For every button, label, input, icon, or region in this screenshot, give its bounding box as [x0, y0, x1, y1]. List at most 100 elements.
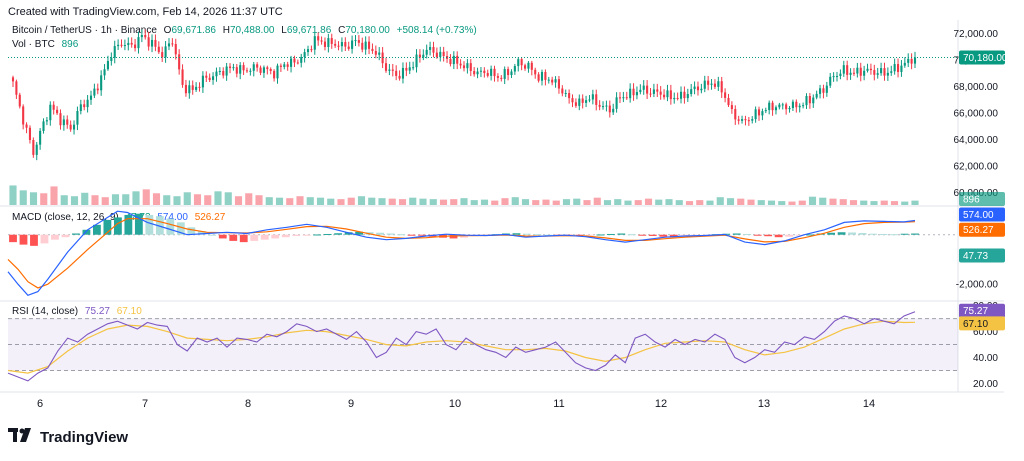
- candle-body: [72, 124, 76, 130]
- macd-histogram-bar: [596, 234, 605, 236]
- candle-body: [683, 91, 686, 99]
- candle-body: [401, 67, 405, 79]
- candle-body: [822, 88, 825, 93]
- rsi-current-tag: 75.27: [963, 306, 988, 317]
- rsi-axis-tick: 40.00: [973, 353, 998, 364]
- volume-bar: [737, 198, 745, 205]
- macd-histogram-bar: [523, 233, 531, 235]
- candle-body: [734, 109, 737, 120]
- time-axis-tick: 8: [245, 398, 251, 410]
- volume-bar: [624, 200, 632, 205]
- candle-body: [557, 79, 561, 89]
- macd-histogram-bar: [795, 234, 804, 236]
- candle-body: [632, 88, 635, 96]
- candle-body: [35, 144, 38, 155]
- candle-body: [100, 75, 103, 91]
- volume-bar: [726, 198, 735, 205]
- candle-body: [347, 46, 350, 49]
- candle-body: [466, 63, 469, 69]
- candle-body: [649, 93, 652, 95]
- macd-histogram-bar: [512, 233, 521, 235]
- candle-body: [707, 80, 710, 85]
- volume-bar: [398, 199, 407, 205]
- candle-body: [313, 36, 316, 50]
- candle-body: [825, 85, 828, 93]
- candle-body: [510, 71, 513, 75]
- candle-body: [886, 72, 889, 76]
- macd-signal-current-tag-bg: [959, 222, 1005, 237]
- candle-body: [571, 98, 574, 103]
- candle-body: [117, 44, 120, 47]
- candle-body: [422, 54, 425, 58]
- candle-body: [228, 66, 232, 68]
- rsi-axis-tick: 20.00: [973, 379, 998, 390]
- volume-bar: [911, 200, 919, 205]
- candle-body: [863, 70, 866, 76]
- volume-bar: [152, 193, 161, 205]
- candle-body: [439, 51, 442, 58]
- candle-body: [523, 65, 527, 69]
- candle-body: [56, 109, 59, 114]
- candle-body: [140, 35, 143, 38]
- volume-bar: [778, 201, 786, 205]
- candle-body: [181, 69, 184, 85]
- candle-body: [150, 39, 154, 47]
- macd-histogram-bar: [764, 234, 773, 237]
- volume-bar: [245, 193, 253, 205]
- macd-histogram-bar: [51, 234, 59, 240]
- candle-body: [635, 91, 638, 96]
- candle-body: [412, 67, 415, 69]
- candle-body: [781, 104, 784, 106]
- macd-histogram-bar: [19, 234, 28, 245]
- volume-bar: [757, 200, 765, 205]
- macd-current-tag: 574.00: [963, 210, 994, 221]
- candle-body: [652, 89, 655, 94]
- macd-histogram-bar: [617, 233, 626, 235]
- candle-body: [737, 119, 740, 121]
- candle-body: [188, 85, 191, 94]
- candle-body: [45, 120, 48, 122]
- macd-histogram-bar: [659, 234, 668, 237]
- candle-body: [147, 37, 150, 47]
- volume-bar: [706, 200, 714, 205]
- candle-body: [384, 63, 388, 71]
- volume-bar: [480, 199, 489, 205]
- volume-bar: [81, 192, 89, 205]
- candle-body: [120, 44, 123, 46]
- rsi-line: [7, 311, 916, 382]
- macd-histogram-bar: [313, 234, 322, 236]
- volume-bar: [50, 186, 58, 205]
- candle-body: [802, 105, 805, 107]
- macd-histogram-bar: [187, 227, 196, 235]
- tradingview-logo[interactable]: TradingView: [8, 428, 128, 446]
- candle-body: [306, 49, 310, 53]
- candle-body: [66, 119, 69, 125]
- candle-body: [818, 88, 822, 94]
- volume-bar: [870, 201, 878, 205]
- candle-body: [262, 67, 265, 73]
- volume-bar: [163, 195, 171, 205]
- macd-histogram-bar: [323, 233, 332, 235]
- candle-body: [669, 90, 672, 100]
- time-axis-tick: 14: [863, 398, 875, 410]
- volume-bar: [808, 196, 817, 205]
- candle-body: [18, 94, 21, 107]
- candle-body: [880, 68, 883, 74]
- rsi-legend: RSI (14, close) 75.27 67.10: [12, 306, 146, 317]
- volume-bar: [275, 197, 284, 205]
- volume-bar: [378, 198, 386, 205]
- candle-body: [249, 70, 252, 72]
- candle-body: [601, 106, 605, 108]
- candle-body: [727, 97, 730, 106]
- candle-body: [893, 64, 896, 72]
- volume-bar: [644, 198, 653, 205]
- tradingview-logo-icon: [8, 428, 34, 446]
- candle-body: [527, 62, 530, 69]
- volume-bar: [347, 197, 355, 205]
- candle-body: [164, 46, 167, 58]
- current-price-tag-bg: [959, 50, 1005, 65]
- macd-histogram-bar: [722, 233, 731, 235]
- macd-histogram-bar: [61, 234, 70, 238]
- volume-bar: [634, 200, 642, 205]
